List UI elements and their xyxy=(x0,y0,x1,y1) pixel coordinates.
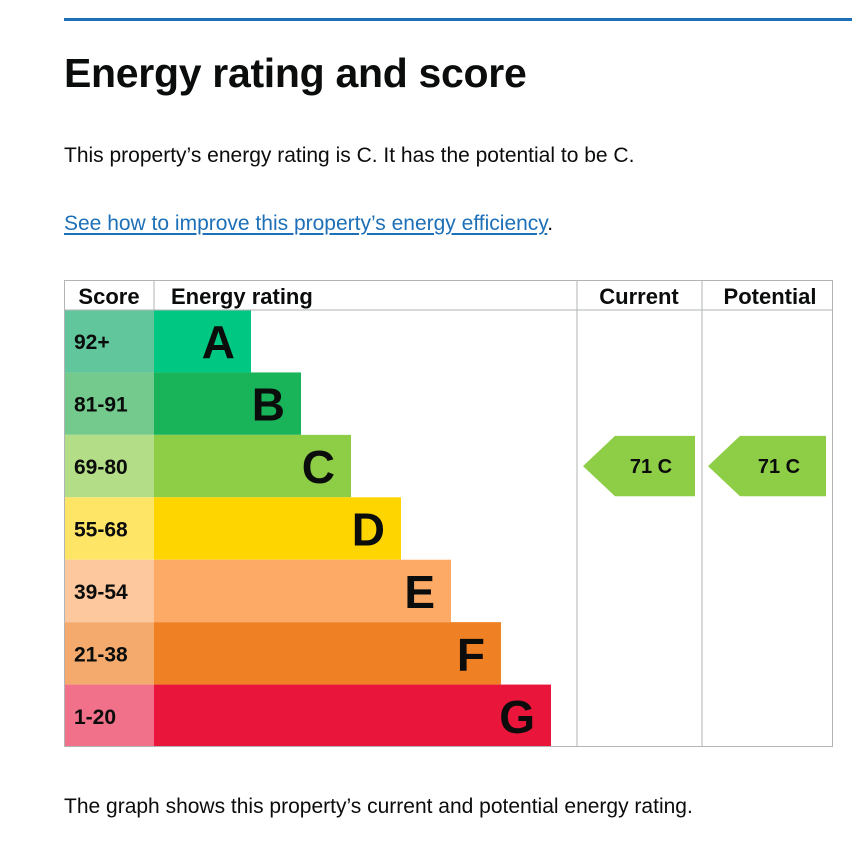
page-title: Energy rating and score xyxy=(64,50,527,96)
improve-efficiency-link[interactable]: See how to improve this property’s energ… xyxy=(64,212,548,235)
score-cell-d xyxy=(64,497,154,560)
current-rating-arrow xyxy=(583,435,695,497)
header-score: Score xyxy=(78,284,139,309)
header-current: Current xyxy=(599,284,679,309)
score-range-a: 92+ xyxy=(74,331,110,354)
potential-rating-arrow xyxy=(708,435,826,497)
score-cell-g xyxy=(64,684,154,748)
band-bar-b xyxy=(154,372,301,435)
top-rule xyxy=(64,18,852,21)
band-bar-g xyxy=(154,684,551,748)
band-bar-c xyxy=(154,434,351,498)
score-cell-b xyxy=(64,372,154,435)
band-letter-g: G xyxy=(499,691,535,743)
band-letter-f: F xyxy=(457,628,485,680)
score-cell-a xyxy=(64,310,154,373)
band-letter-c: C xyxy=(302,441,335,493)
score-cell-e xyxy=(64,559,154,623)
chart-border xyxy=(64,280,833,748)
chart-grid xyxy=(64,280,833,748)
band-letter-a: A xyxy=(202,316,235,368)
score-range-b: 81-91 xyxy=(74,394,128,417)
improve-link-line: See how to improve this property’s energ… xyxy=(64,212,553,236)
score-cell-c xyxy=(64,434,154,498)
score-cell-f xyxy=(64,622,154,685)
header-energy-rating: Energy rating xyxy=(171,284,313,309)
band-letter-b: B xyxy=(252,379,285,431)
band-bar-d xyxy=(154,497,401,560)
current-rating-label: 71 C xyxy=(630,456,672,478)
band-bar-e xyxy=(154,559,451,623)
score-range-f: 21-38 xyxy=(74,643,128,666)
band-letter-d: D xyxy=(352,504,385,556)
score-range-d: 55-68 xyxy=(74,519,128,542)
score-range-c: 69-80 xyxy=(74,456,128,479)
link-trailing-period: . xyxy=(547,212,554,235)
potential-rating-label: 71 C xyxy=(758,456,800,478)
band-bar-a xyxy=(154,310,251,373)
graph-description: The graph shows this property’s current … xyxy=(64,795,693,818)
band-letter-e: E xyxy=(404,566,435,618)
rating-markers: 71 C 71 C xyxy=(583,435,826,497)
score-range-e: 39-54 xyxy=(74,581,128,604)
header-potential: Potential xyxy=(724,284,817,309)
chart-headers: Score Energy rating Current Potential xyxy=(78,284,816,309)
band-bar-f xyxy=(154,622,501,685)
intro-text: This property’s energy rating is C. It h… xyxy=(64,144,635,167)
rating-bands: 92+ A 81-91 B 69-80 C 55-68 D 39-54 E 21-38 F 1-20 G xyxy=(64,310,551,748)
score-range-g: 1-20 xyxy=(74,706,116,729)
